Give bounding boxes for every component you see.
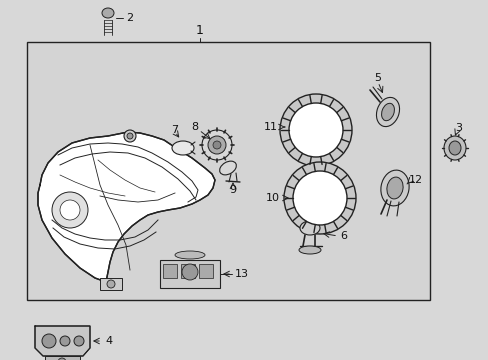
Polygon shape — [35, 326, 90, 356]
Bar — [181, 264, 195, 278]
Bar — [100, 278, 122, 290]
Ellipse shape — [443, 136, 465, 160]
Circle shape — [213, 141, 221, 149]
Ellipse shape — [299, 221, 319, 235]
Ellipse shape — [175, 251, 204, 259]
Text: 12: 12 — [408, 175, 422, 185]
Text: 3: 3 — [454, 123, 462, 133]
Ellipse shape — [386, 177, 402, 199]
Circle shape — [292, 171, 346, 225]
Ellipse shape — [219, 161, 236, 175]
Ellipse shape — [376, 98, 399, 127]
Text: 6: 6 — [339, 231, 346, 241]
Text: 5: 5 — [374, 73, 381, 83]
Text: 1: 1 — [196, 23, 203, 36]
Circle shape — [182, 264, 198, 280]
Circle shape — [202, 130, 231, 160]
Polygon shape — [38, 132, 215, 282]
Bar — [27, 42, 429, 300]
Ellipse shape — [298, 246, 320, 254]
Text: 4: 4 — [105, 336, 112, 346]
Text: 9: 9 — [229, 185, 236, 195]
Ellipse shape — [448, 141, 460, 155]
Circle shape — [280, 94, 351, 166]
Circle shape — [288, 103, 342, 157]
Text: 13: 13 — [235, 269, 248, 279]
Bar — [45, 356, 80, 360]
Circle shape — [74, 336, 84, 346]
Ellipse shape — [102, 8, 114, 18]
Circle shape — [60, 200, 80, 220]
Circle shape — [127, 133, 133, 139]
Ellipse shape — [172, 141, 194, 155]
Text: 8: 8 — [191, 122, 198, 132]
Circle shape — [60, 336, 70, 346]
Circle shape — [207, 136, 225, 154]
Circle shape — [124, 130, 136, 142]
Text: 10: 10 — [265, 193, 280, 203]
Ellipse shape — [380, 170, 408, 206]
Circle shape — [107, 280, 115, 288]
Text: 7: 7 — [171, 125, 178, 135]
Bar — [163, 264, 177, 278]
Ellipse shape — [381, 103, 394, 121]
Circle shape — [52, 192, 88, 228]
Circle shape — [58, 358, 66, 360]
Text: 11: 11 — [264, 122, 278, 132]
Bar — [160, 260, 220, 288]
Circle shape — [42, 334, 56, 348]
Text: 2: 2 — [126, 13, 133, 23]
Circle shape — [284, 162, 355, 234]
Bar — [199, 264, 213, 278]
